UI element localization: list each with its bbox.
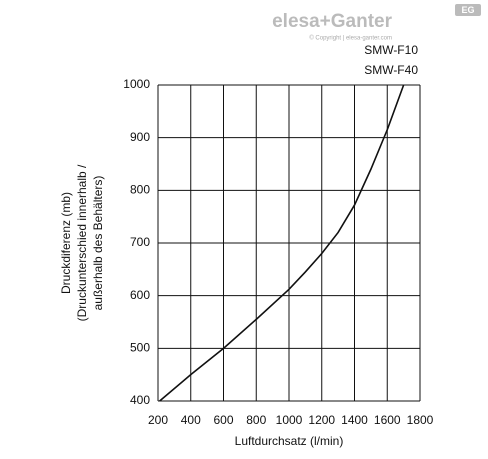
x-tick-label: 1800 [407,413,434,427]
x-tick-label: 1600 [374,413,401,427]
y-tick-label: 500 [130,341,150,355]
x-tick-label: 1400 [341,413,368,427]
curve [159,84,405,402]
x-tick-label: 200 [148,413,168,427]
x-tick-label: 1200 [308,413,335,427]
y-tick-label: 600 [130,288,150,302]
logo: elesa+Ganter [272,11,392,32]
y-tick-label: 400 [130,393,150,407]
y-tick-label: 700 [130,235,150,249]
x-tick-label: 400 [181,413,201,427]
x-tick-label: 800 [246,413,266,427]
y-axis-label: außerhalb des Behälters) [91,176,105,311]
y-axis-label: (Druckunterschied innerhalb / [75,164,89,321]
y-tick-label: 1000 [123,77,150,91]
y-axis-label: Druckdiferenz (mb) [59,192,73,294]
copyright: © Copyright | elesa-ganter.com [309,35,392,42]
badge: EG [461,5,474,15]
x-tick-label: 600 [213,413,233,427]
curve-label: SMW-F40 [364,63,418,77]
x-axis-label: Luftdurchsatz (l/min) [235,434,344,448]
y-tick-label: 800 [130,183,150,197]
y-tick-label: 900 [130,130,150,144]
x-tick-label: 1000 [276,413,303,427]
badge-box [455,4,481,16]
curve-label: SMW-F10 [364,43,418,57]
